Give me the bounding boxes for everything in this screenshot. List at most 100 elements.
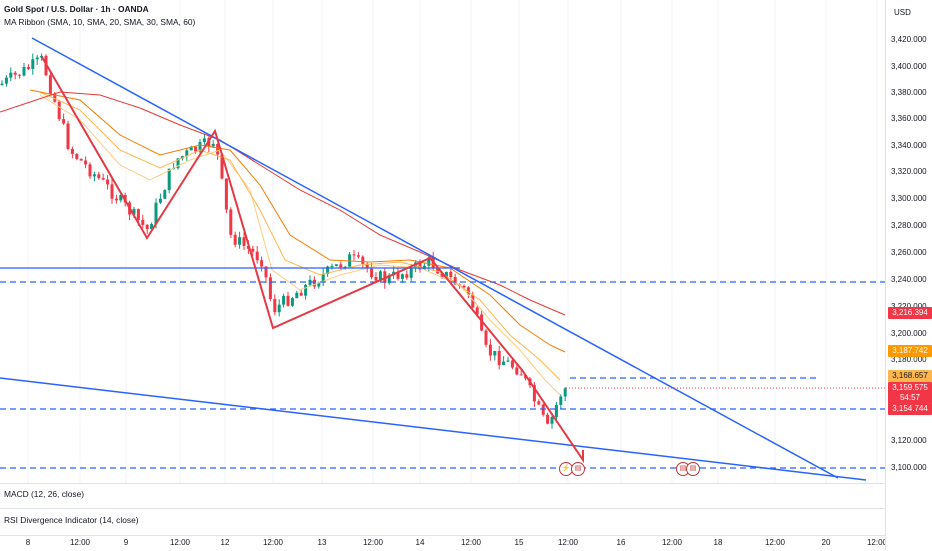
us-flag-icon[interactable]: ▤ <box>571 462 585 476</box>
candle-body <box>405 274 409 278</box>
candle-body <box>202 138 206 143</box>
time-tick-label: 12:00 <box>362 538 384 547</box>
candle-body <box>251 248 255 252</box>
time-tick-label: 8 <box>25 538 31 547</box>
time-tick-label: 16 <box>616 538 626 547</box>
price-tick-label: 3,180.000 <box>891 355 927 364</box>
candle-body <box>62 119 66 124</box>
time-tick-label: 12:00 <box>764 538 786 547</box>
candle-body <box>378 271 382 281</box>
candle-body <box>466 287 470 295</box>
ma-line <box>0 91 566 316</box>
candle-body <box>515 367 519 375</box>
price-tag[interactable]: 54:57 <box>888 392 932 404</box>
candle-body <box>374 276 378 281</box>
candle-body <box>66 123 70 149</box>
price-tag[interactable]: 3,159.575 <box>888 382 932 394</box>
candle-body <box>194 146 198 152</box>
price-tick-label: 3,340.000 <box>891 141 927 150</box>
price-tick-label: 3,240.000 <box>891 275 927 284</box>
candle-body <box>330 266 334 268</box>
candle-body <box>290 298 294 306</box>
time-tick-label: 12:00 <box>557 538 579 547</box>
candle-body <box>75 153 79 159</box>
candle-body <box>136 209 140 220</box>
price-axis[interactable]: USD 3,420.000 3,400.000 3,380.000 3,360.000… <box>885 0 932 550</box>
time-tick-label: 12:00 <box>169 538 191 547</box>
time-tick-label: 20 <box>821 538 831 547</box>
price-tag[interactable]: 3,154.744 <box>888 403 932 415</box>
rsi-pane-label[interactable]: RSI Divergence Indicator (14, close) <box>4 515 139 525</box>
candle-body <box>18 74 22 76</box>
descending-trendline-upper[interactable] <box>31 37 839 479</box>
candle-body <box>356 255 360 257</box>
candle-body <box>559 396 563 405</box>
candle-body <box>277 304 281 313</box>
candle-body <box>189 146 193 151</box>
candle-body <box>238 237 242 245</box>
candle-body <box>312 279 316 287</box>
candle-body <box>35 57 39 60</box>
candle-body <box>471 294 475 308</box>
candle-body <box>493 350 497 356</box>
candle-body <box>295 292 299 299</box>
candle-body <box>176 158 180 169</box>
candle-body <box>145 224 149 230</box>
candle-body <box>484 330 488 345</box>
candle-body <box>119 195 123 201</box>
main-chart-pane[interactable]: Gold Spot / U.S. Dollar · 1h · OANDA MA … <box>0 0 885 483</box>
candle-body <box>40 55 44 58</box>
candle-body <box>216 143 220 155</box>
candle-body <box>326 266 330 274</box>
candle-body <box>229 209 233 235</box>
candle-body <box>409 267 413 278</box>
candle-body <box>387 275 391 284</box>
candle-body <box>361 256 365 264</box>
price-tick-label: 3,360.000 <box>891 114 927 123</box>
ma-line <box>39 91 561 381</box>
time-tick-label: 12 <box>220 538 230 547</box>
candle-body <box>101 178 105 180</box>
price-tag[interactable]: 3,187.742 <box>888 345 932 357</box>
price-chart[interactable] <box>0 0 885 483</box>
candle-body <box>233 234 237 245</box>
currency-label[interactable]: USD <box>894 8 911 17</box>
zigzag-pattern[interactable] <box>41 56 584 464</box>
candle-body <box>220 154 224 179</box>
candle-body <box>264 266 268 278</box>
candle-body <box>396 271 400 279</box>
candle-body <box>97 174 101 179</box>
candle-body <box>334 264 338 267</box>
candle-body <box>13 72 17 75</box>
candle-body <box>339 264 343 268</box>
macd-pane-label[interactable]: MACD (12, 26, close) <box>4 489 85 499</box>
symbol-title[interactable]: Gold Spot / U.S. Dollar · 1h · OANDA <box>4 4 149 14</box>
candle-body <box>299 292 303 296</box>
time-axis[interactable]: 8 12:00 9 12:00 12 12:00 13 12:00 14 12:00 15 12:00… <box>0 535 887 551</box>
candle-body <box>84 160 88 165</box>
ma-line <box>39 94 561 396</box>
chart-legend: Gold Spot / U.S. Dollar · 1h · OANDA MA … <box>4 3 195 29</box>
candle-body <box>550 417 554 424</box>
candle-body <box>506 360 510 362</box>
time-tick-label: 12:00 <box>69 538 91 547</box>
candle-body <box>79 158 83 161</box>
candle-body <box>150 224 154 230</box>
price-tag[interactable]: 3,216.394 <box>888 307 932 319</box>
price-tick-label: 3,420.000 <box>891 35 927 44</box>
candle-body <box>321 273 325 283</box>
candle-body <box>31 59 35 69</box>
candle-body <box>546 414 550 424</box>
price-tick-label: 3,400.000 <box>891 62 927 71</box>
candle-body <box>449 271 453 278</box>
ma-ribbon-label[interactable]: MA Ribbon (SMA, 10, SMA, 20, SMA, 30, SM… <box>4 17 196 27</box>
candle-body <box>106 179 110 185</box>
candle-body <box>4 77 8 84</box>
us-flag-icon[interactable]: ▤ <box>686 462 700 476</box>
price-tag[interactable]: 3,168.657 <box>888 370 932 382</box>
candle-body <box>502 361 506 366</box>
time-tick-label: 13 <box>317 538 327 547</box>
descending-trendline-lower[interactable] <box>0 377 867 481</box>
time-tick-label: 12:00 <box>661 538 683 547</box>
ma-line <box>29 89 566 353</box>
